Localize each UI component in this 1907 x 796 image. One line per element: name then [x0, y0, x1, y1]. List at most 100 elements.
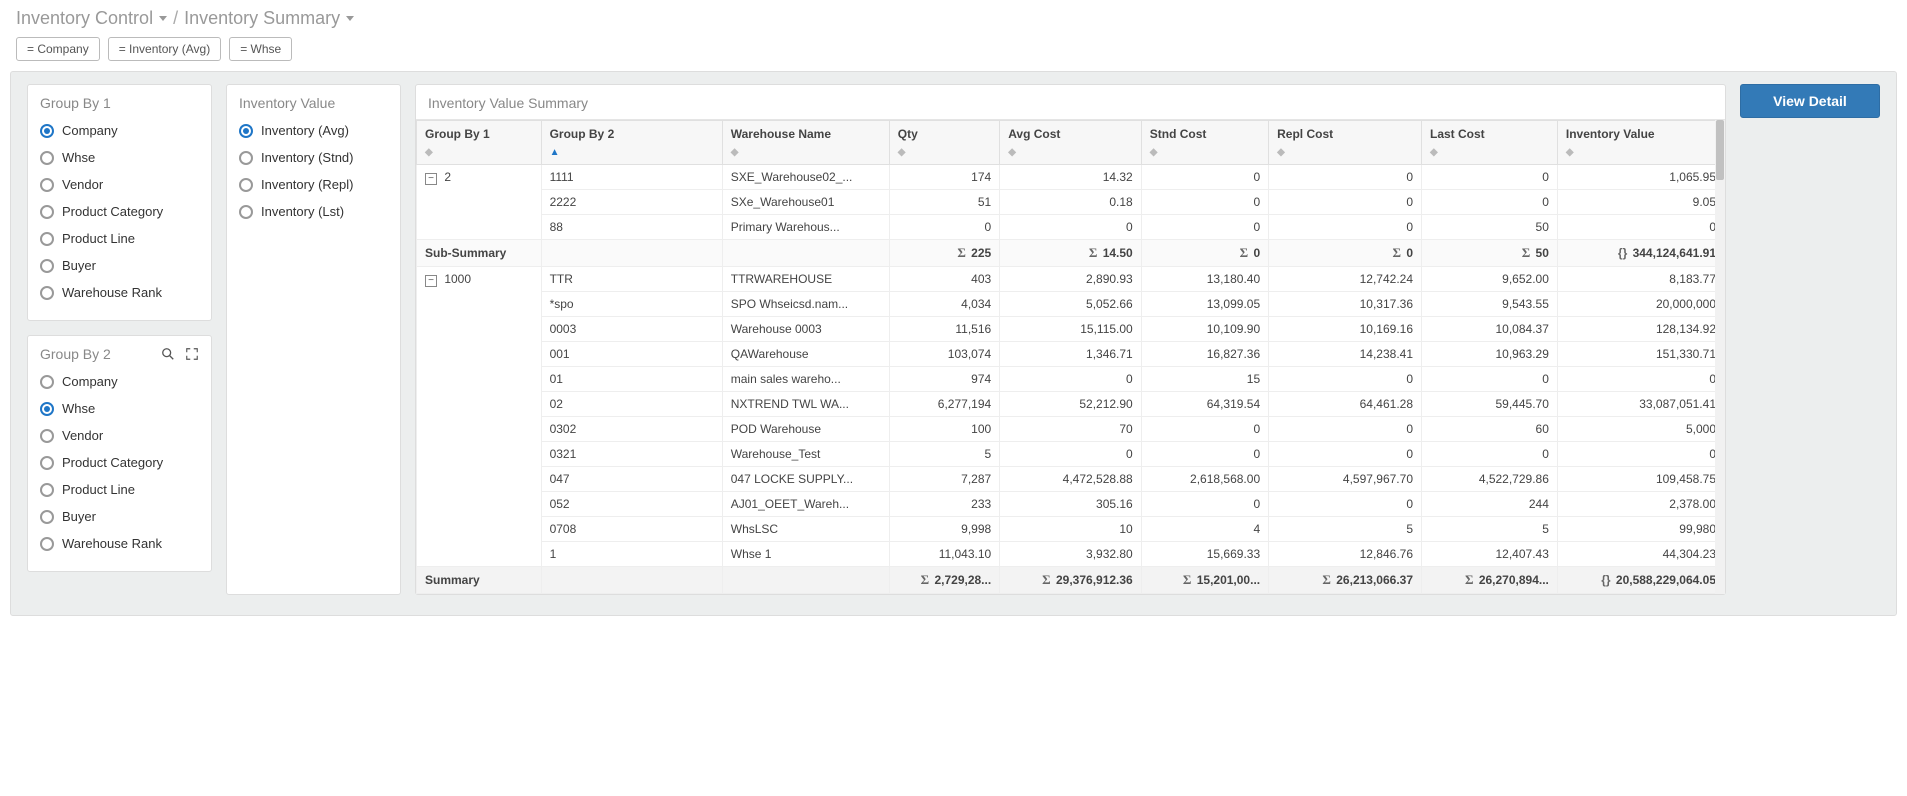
table-row[interactable]: 2222SXe_Warehouse01510.180009.05	[417, 190, 1725, 215]
column-header[interactable]: Warehouse Name ◆	[722, 121, 889, 165]
table-cell: 13,180.40	[1141, 267, 1268, 292]
table-row[interactable]: 88Primary Warehous...0000500	[417, 215, 1725, 240]
expand-icon[interactable]	[185, 347, 199, 361]
table-cell: 047 LOCKE SUPPLY...	[722, 467, 889, 492]
group-by-1-option[interactable]: Company	[40, 117, 199, 144]
table-row[interactable]: − 1000TTRTTRWAREHOUSE4032,890.9313,180.4…	[417, 267, 1725, 292]
column-header-label: Group By 2	[550, 127, 615, 141]
table-cell: 88	[541, 215, 722, 240]
table-cell: 0	[1269, 417, 1422, 442]
table-cell: SXe_Warehouse01	[722, 190, 889, 215]
table-cell: 0003	[541, 317, 722, 342]
table-cell: 59,445.70	[1422, 392, 1558, 417]
group-by-2-option[interactable]: Buyer	[40, 503, 199, 530]
table-row[interactable]: − 21111SXE_Warehouse02_...17414.320001,0…	[417, 165, 1725, 190]
table-cell: {} 20,588,229,064.05	[1557, 567, 1724, 594]
group-by-2-option-label: Company	[62, 374, 118, 389]
table-cell: 052	[541, 492, 722, 517]
table-row[interactable]: *spoSPO Whseicsd.nam...4,0345,052.6613,0…	[417, 292, 1725, 317]
group-by-1-option[interactable]: Warehouse Rank	[40, 279, 199, 306]
group-by-2-option-label: Whse	[62, 401, 95, 416]
summary-row: SummaryΣ 2,729,28...Σ 29,376,912.36Σ 15,…	[417, 567, 1725, 594]
sort-icon: ◆	[731, 147, 881, 158]
group-by-1-option[interactable]: Buyer	[40, 252, 199, 279]
group-by-2-option[interactable]: Product Category	[40, 449, 199, 476]
table-cell: 4,034	[889, 292, 999, 317]
table-cell: NXTREND TWL WA...	[722, 392, 889, 417]
table-cell: 10,963.29	[1422, 342, 1558, 367]
column-header[interactable]: Stnd Cost◆	[1141, 121, 1268, 165]
group-by-2-option-label: Vendor	[62, 428, 103, 443]
column-header[interactable]: Qty◆	[889, 121, 999, 165]
breadcrumb-parent[interactable]: Inventory Control	[16, 8, 167, 29]
group-by-2-option[interactable]: Warehouse Rank	[40, 530, 199, 557]
vertical-scrollbar[interactable]	[1715, 120, 1725, 594]
group-by-1-option[interactable]: Product Line	[40, 225, 199, 252]
table-cell: 0.18	[1000, 190, 1142, 215]
table-row[interactable]: 1Whse 111,043.103,932.8015,669.3312,846.…	[417, 542, 1725, 567]
table-row[interactable]: 01main sales wareho...974015000	[417, 367, 1725, 392]
inventory-value-option[interactable]: Inventory (Lst)	[239, 198, 388, 225]
table-row[interactable]: 047047 LOCKE SUPPLY...7,2874,472,528.882…	[417, 467, 1725, 492]
table-row[interactable]: 0003Warehouse 000311,51615,115.0010,109.…	[417, 317, 1725, 342]
table-cell: 44,304.23	[1557, 542, 1724, 567]
table-row[interactable]: 052AJ01_OEET_Wareh...233305.16002442,378…	[417, 492, 1725, 517]
group-by-1-option-label: Buyer	[62, 258, 96, 273]
table-cell: WhsLSC	[722, 517, 889, 542]
radio-icon	[40, 286, 54, 300]
column-header[interactable]: Last Cost◆	[1422, 121, 1558, 165]
table-cell: 9.05	[1557, 190, 1724, 215]
table-row[interactable]: 0708WhsLSC9,9981045599,980	[417, 517, 1725, 542]
radio-icon	[40, 456, 54, 470]
column-header-label: Avg Cost	[1008, 127, 1060, 141]
view-detail-button[interactable]: View Detail	[1740, 84, 1880, 118]
table-row[interactable]: 02NXTREND TWL WA...6,277,19452,212.9064,…	[417, 392, 1725, 417]
filter-chip-1[interactable]: = Inventory (Avg)	[108, 37, 222, 61]
group-by-1-option-label: Whse	[62, 150, 95, 165]
radio-icon	[239, 124, 253, 138]
table-cell: QAWarehouse	[722, 342, 889, 367]
table-cell: TTRWAREHOUSE	[722, 267, 889, 292]
table-row[interactable]: 0302POD Warehouse1007000605,000	[417, 417, 1725, 442]
table-cell: 15	[1141, 367, 1268, 392]
table-cell: 2,378.00	[1557, 492, 1724, 517]
column-header[interactable]: Group By 1◆	[417, 121, 542, 165]
column-header[interactable]: Inventory Value◆	[1557, 121, 1724, 165]
table-row[interactable]: 001QAWarehouse103,0741,346.7116,827.3614…	[417, 342, 1725, 367]
group-by-1-option[interactable]: Product Category	[40, 198, 199, 225]
column-header[interactable]: Group By 2▲	[541, 121, 722, 165]
table-cell: 0	[1141, 417, 1268, 442]
breadcrumb-current[interactable]: Inventory Summary	[184, 8, 354, 29]
column-header[interactable]: Repl Cost◆	[1269, 121, 1422, 165]
column-header[interactable]: Avg Cost◆	[1000, 121, 1142, 165]
inventory-value-option[interactable]: Inventory (Repl)	[239, 171, 388, 198]
group-by-2-option[interactable]: Vendor	[40, 422, 199, 449]
group-by-1-option[interactable]: Vendor	[40, 171, 199, 198]
table-cell: 16,827.36	[1141, 342, 1268, 367]
column-header-label: Warehouse Name	[731, 127, 831, 141]
collapse-icon[interactable]: −	[425, 173, 437, 185]
inventory-value-option-label: Inventory (Lst)	[261, 204, 344, 219]
scrollbar-thumb[interactable]	[1716, 120, 1724, 180]
table-cell: Σ 2,729,28...	[889, 567, 999, 594]
table-cell: 13,099.05	[1141, 292, 1268, 317]
collapse-icon[interactable]: −	[425, 275, 437, 287]
table-cell: 5	[889, 442, 999, 467]
filter-chip-2[interactable]: = Whse	[229, 37, 292, 61]
search-icon[interactable]	[161, 347, 175, 361]
table-cell: 10,169.16	[1269, 317, 1422, 342]
inventory-value-option[interactable]: Inventory (Avg)	[239, 117, 388, 144]
group-by-2-option[interactable]: Product Line	[40, 476, 199, 503]
table-cell: 5	[1422, 517, 1558, 542]
filter-chip-0[interactable]: = Company	[16, 37, 100, 61]
group-by-1-option[interactable]: Whse	[40, 144, 199, 171]
group-by-2-option[interactable]: Company	[40, 368, 199, 395]
table-cell: Warehouse_Test	[722, 442, 889, 467]
inventory-value-panel: Inventory Value Inventory (Avg)Inventory…	[226, 84, 401, 595]
inventory-value-option[interactable]: Inventory (Stnd)	[239, 144, 388, 171]
table-cell: 60	[1422, 417, 1558, 442]
group-by-2-option[interactable]: Whse	[40, 395, 199, 422]
table-row[interactable]: 0321Warehouse_Test500000	[417, 442, 1725, 467]
table-cell: 9,652.00	[1422, 267, 1558, 292]
table-cell: 50	[1422, 215, 1558, 240]
